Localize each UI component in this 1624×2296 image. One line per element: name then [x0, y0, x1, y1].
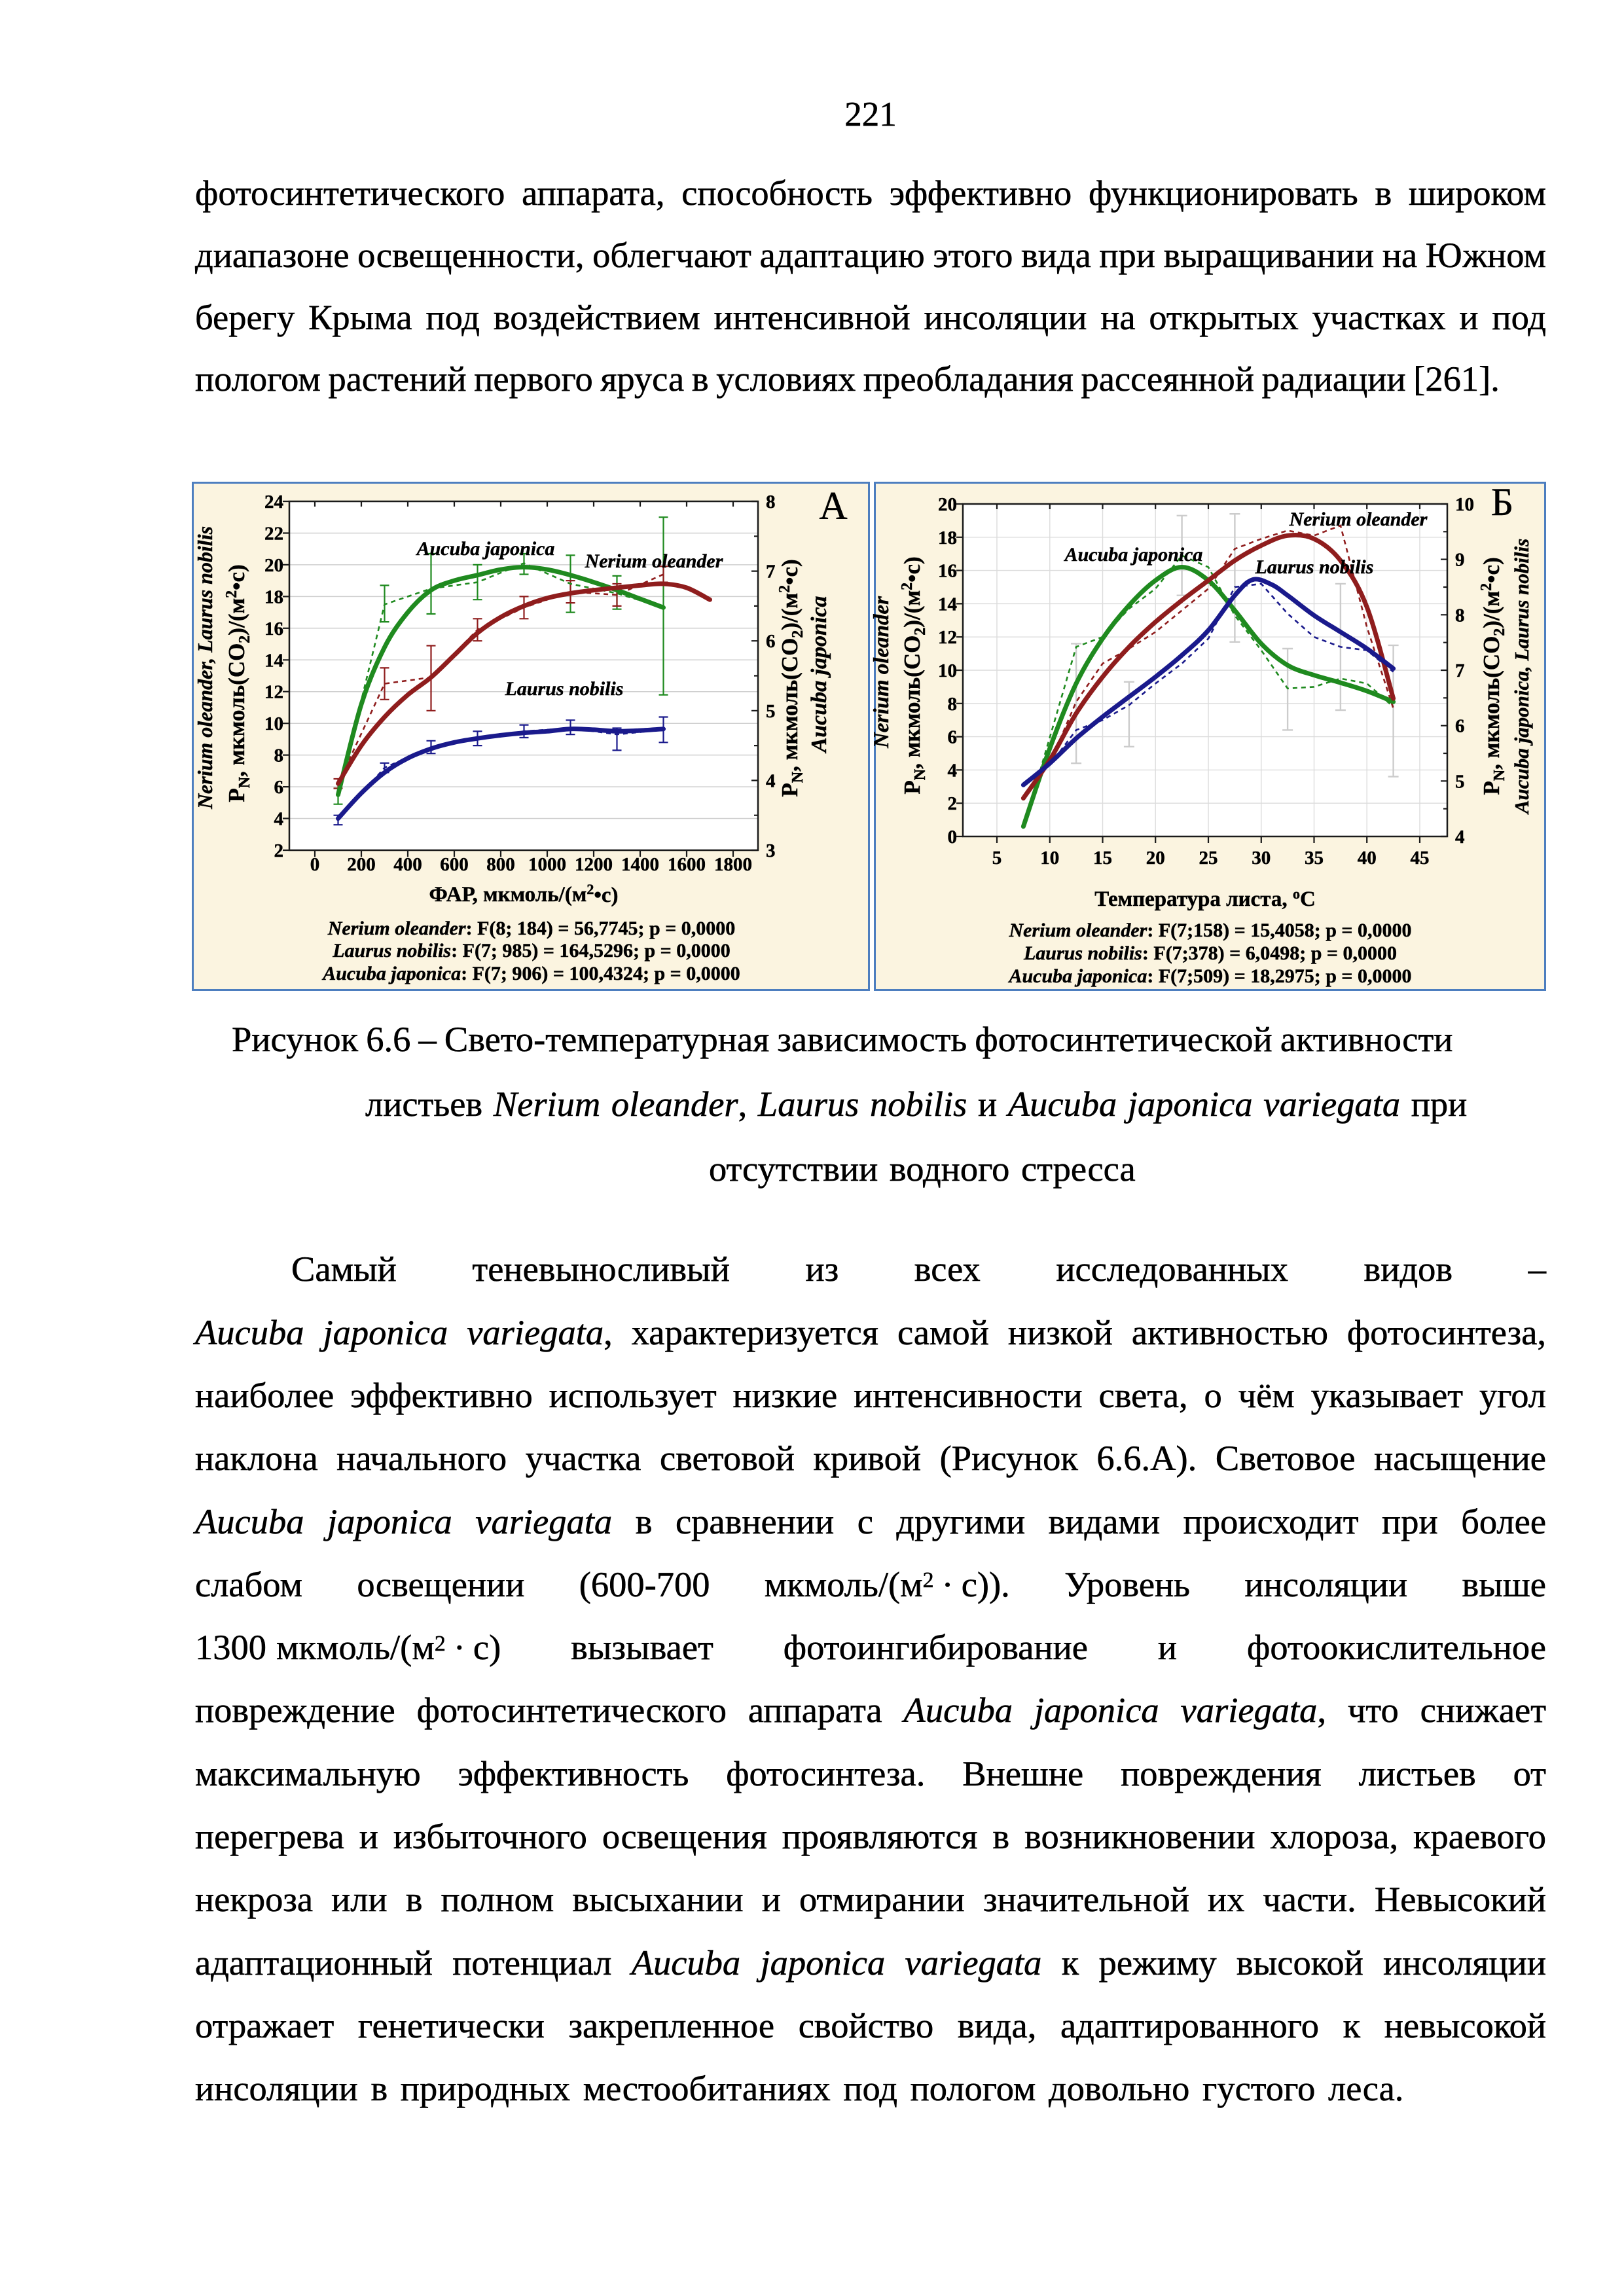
svg-text:Температура листа, оС: Температура листа, оС [1094, 886, 1316, 911]
svg-text:PN, мкмоль(CO2)/(м2•с): PN, мкмоль(CO2)/(м2•с) [1478, 557, 1508, 795]
svg-text:20: 20 [1146, 848, 1165, 869]
svg-text:1600: 1600 [668, 854, 706, 875]
svg-text:8: 8 [274, 745, 284, 766]
svg-text:22: 22 [264, 524, 283, 545]
svg-text:Laurus nobilis: Laurus nobilis [1255, 556, 1374, 578]
svg-text:PN, мкмоль(CO2)/(м2•с): PN, мкмоль(CO2)/(м2•с) [223, 564, 253, 802]
svg-text:Nerium oleander: Nerium oleander [585, 550, 723, 572]
svg-text:Nerium oleander: Nerium oleander [1289, 509, 1428, 530]
svg-text:Laurus nobilis: Laurus nobilis [505, 678, 624, 700]
svg-text:1200: 1200 [575, 854, 613, 875]
svg-text:1800: 1800 [714, 854, 752, 875]
svg-text:10: 10 [1040, 848, 1059, 869]
svg-text:1000: 1000 [528, 854, 566, 875]
svg-text:6: 6 [1455, 716, 1465, 737]
svg-text:12: 12 [264, 682, 283, 703]
svg-text:200: 200 [347, 854, 376, 875]
svg-text:4: 4 [1455, 827, 1465, 848]
svg-text:Aucuba japonica: Aucuba japonica [807, 596, 831, 754]
svg-text:8: 8 [1455, 605, 1465, 626]
svg-text:Nerium oleander: Nerium oleander [870, 596, 893, 749]
svg-text:20: 20 [938, 494, 957, 515]
svg-text:5: 5 [766, 701, 776, 722]
svg-text:Aucuba japonica, Laurus nobili: Aucuba japonica, Laurus nobilis [1510, 539, 1533, 815]
svg-text:8: 8 [948, 694, 958, 715]
svg-text:4: 4 [948, 760, 958, 781]
svg-text:5: 5 [992, 848, 1002, 869]
svg-text:2: 2 [274, 840, 284, 861]
svg-text:0: 0 [948, 827, 958, 848]
svg-text:1400: 1400 [621, 854, 659, 875]
svg-text:15: 15 [1093, 848, 1112, 869]
svg-text:6: 6 [766, 631, 776, 652]
svg-text:2: 2 [948, 793, 958, 814]
svg-text:600: 600 [440, 854, 469, 875]
svg-text:6: 6 [274, 777, 284, 798]
svg-text:3: 3 [766, 840, 776, 861]
svg-text:35: 35 [1305, 848, 1324, 869]
svg-text:45: 45 [1411, 848, 1430, 869]
svg-text:400: 400 [393, 854, 422, 875]
svg-text:5: 5 [1455, 771, 1465, 792]
svg-text:800: 800 [486, 854, 515, 875]
svg-text:Б: Б [1491, 482, 1513, 524]
svg-text:12: 12 [938, 627, 957, 648]
svg-text:Nerium oleander: F(8; 184) = 5: Nerium oleander: F(8; 184) = 56,7745; p … [327, 918, 736, 939]
svg-text:6: 6 [948, 727, 958, 748]
svg-text:Laurus nobilis: F(7; 985) = 16: Laurus nobilis: F(7; 985) = 164,5296; p … [332, 940, 731, 961]
svg-text:А: А [819, 484, 847, 528]
svg-text:25: 25 [1199, 848, 1218, 869]
svg-text:PN, мкмоль(CO2)/(м2•с): PN, мкмоль(CO2)/(м2•с) [776, 559, 806, 797]
svg-text:Aucuba japonica: Aucuba japonica [416, 538, 555, 560]
svg-text:10: 10 [264, 713, 283, 734]
svg-text:Nerium oleander: F(7;158) = 15: Nerium oleander: F(7;158) = 15,4058; p =… [1009, 920, 1412, 941]
svg-text:14: 14 [938, 594, 957, 615]
svg-text:4: 4 [766, 770, 776, 791]
svg-text:PN, мкмоль(CO2)/(м2•с): PN, мкмоль(CO2)/(м2•с) [899, 556, 929, 794]
svg-text:0: 0 [310, 854, 320, 875]
svg-text:8: 8 [766, 492, 776, 512]
svg-text:Nerium oleander, Laurus nobili: Nerium oleander, Laurus nobilis [193, 526, 217, 810]
svg-text:24: 24 [264, 492, 283, 512]
svg-text:14: 14 [264, 650, 283, 671]
svg-text:20: 20 [264, 555, 283, 576]
svg-text:40: 40 [1358, 848, 1377, 869]
svg-text:30: 30 [1252, 848, 1271, 869]
svg-text:Aucuba japonica: F(7;509) = 18: Aucuba japonica: F(7;509) = 18,2975; p =… [1007, 965, 1411, 987]
svg-text:4: 4 [274, 809, 284, 830]
svg-text:10: 10 [938, 660, 957, 681]
svg-text:18: 18 [938, 528, 957, 548]
svg-text:9: 9 [1455, 550, 1465, 571]
svg-text:16: 16 [938, 561, 957, 582]
svg-text:18: 18 [264, 586, 283, 607]
svg-text:Laurus nobilis: F(7;378) = 6,0: Laurus nobilis: F(7;378) = 6,0498; p = 0… [1023, 942, 1397, 964]
svg-text:10: 10 [1455, 494, 1474, 515]
svg-text:7: 7 [1455, 660, 1465, 681]
svg-text:Aucuba japonica: F(7; 906) = 1: Aucuba japonica: F(7; 906) = 100,4324; p… [321, 963, 740, 984]
svg-text:16: 16 [264, 619, 283, 639]
svg-text:Aucuba japonica: Aucuba japonica [1064, 544, 1203, 565]
svg-text:7: 7 [766, 562, 776, 583]
